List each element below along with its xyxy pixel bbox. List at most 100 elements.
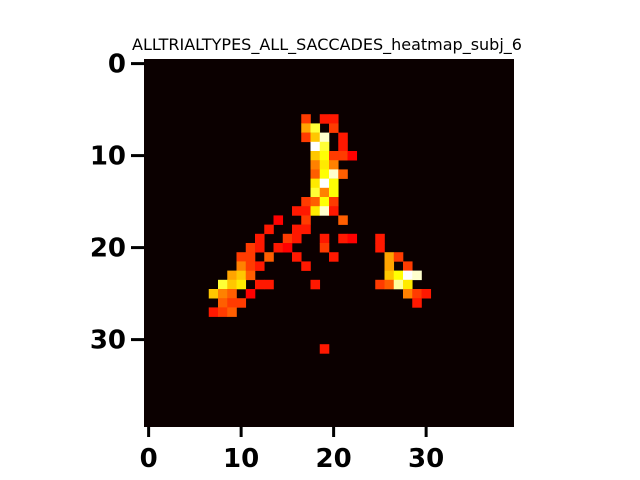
heatmap-cell (236, 279, 247, 290)
heatmap-cell (412, 289, 422, 299)
heatmap-cell (329, 114, 339, 124)
heatmap-cell (338, 141, 348, 152)
x-tick-label: 30 (408, 444, 444, 474)
heatmap-cell (218, 307, 228, 317)
heatmap-cell (384, 261, 395, 271)
heatmap-cell (375, 243, 385, 253)
heatmap-cell (255, 261, 265, 271)
heatmap-cell (208, 307, 219, 317)
heatmap-cell (301, 132, 311, 143)
heatmap-cell (218, 279, 228, 290)
heatmap-cell (218, 289, 228, 299)
heatmap-cell (338, 215, 348, 225)
heatmap-cell (393, 279, 404, 290)
heatmap-cell (329, 160, 339, 170)
x-tick-label: 0 (140, 444, 158, 474)
heatmap-cell (403, 261, 413, 271)
heatmap-cell (403, 289, 413, 299)
heatmap-cell (329, 197, 339, 207)
heatmap-cell (329, 252, 339, 262)
heatmap-cell (292, 224, 302, 235)
heatmap-cell (310, 206, 321, 216)
heatmap-cell (273, 215, 284, 225)
heatmap-cell (384, 252, 395, 262)
x-axis: 0 10 20 30 (140, 427, 444, 474)
heatmap-cell (310, 151, 321, 161)
heatmap-cell (208, 289, 219, 299)
heatmap-cell (218, 298, 228, 308)
heatmap-cell (310, 141, 321, 152)
heatmap-cell (282, 233, 293, 244)
heatmap-cell (236, 252, 247, 262)
heatmap-cell (301, 206, 311, 216)
heatmap-cell (329, 151, 339, 161)
heatmap-cell (227, 270, 237, 281)
heatmap-cell (319, 114, 330, 124)
heatmap-cell (227, 298, 237, 308)
heatmap-cell (329, 123, 339, 133)
heatmap-cell (319, 141, 330, 152)
heatmap-cell (412, 298, 422, 308)
heatmap-cell (421, 289, 432, 299)
heatmap-cell (319, 151, 330, 161)
heatmap-cell (245, 243, 256, 253)
heatmap-cell (329, 169, 339, 179)
heatmap-cell (292, 233, 302, 244)
heatmap-cell (338, 151, 348, 161)
heatmap-cell (310, 279, 321, 290)
heatmap-cell (245, 252, 256, 262)
heatmap-cell (319, 187, 330, 198)
heatmap-cell (384, 270, 395, 281)
heatmap-cell (319, 243, 330, 253)
heatmap-cell (236, 298, 247, 308)
heatmap-cell (236, 261, 247, 271)
chart-title: ALLTRIALTYPES_ALL_SACCADES_heatmap_subj_… (132, 35, 522, 55)
heatmap-cell (319, 160, 330, 170)
heatmap-cell (227, 289, 237, 299)
heatmap-cell (319, 233, 330, 244)
heatmap-cell (319, 206, 330, 216)
heatmap-cell (301, 215, 311, 225)
heatmap-cell (310, 160, 321, 170)
heatmap-cell (384, 279, 395, 290)
heatmap-cell (301, 197, 311, 207)
heatmap-cell (310, 132, 321, 143)
heatmap-cell (310, 178, 321, 189)
heatmap-cell (375, 279, 385, 290)
y-tick-label: 20 (90, 234, 126, 264)
heatmap-cell (319, 197, 330, 207)
heatmap-cell (319, 132, 330, 143)
y-tick-label: 30 (90, 326, 126, 356)
heatmap-cell (310, 197, 321, 207)
heatmap-cell (403, 279, 413, 290)
x-tick-label: 10 (223, 444, 259, 474)
heatmap-cell (347, 233, 358, 244)
heatmap-cell (347, 151, 358, 161)
y-axis: 0 10 20 30 (90, 50, 144, 356)
heatmap-cell (310, 123, 321, 133)
heatmap-cell (338, 132, 348, 143)
heatmap-cell (227, 307, 237, 317)
heatmap-cell (310, 187, 321, 198)
heatmap-cell (375, 233, 385, 244)
heatmap-cell (310, 169, 321, 179)
heatmap-cell (393, 270, 404, 281)
y-tick-label: 0 (108, 50, 126, 80)
heatmap-cell (329, 206, 339, 216)
heatmap-cell (412, 270, 422, 281)
heatmap-cell (338, 169, 348, 179)
heatmap-cells (208, 114, 432, 354)
heatmap-cell (292, 252, 302, 262)
heatmap-cell (329, 187, 339, 198)
heatmap-cell (273, 243, 284, 253)
heatmap-cell (264, 224, 274, 235)
heatmap-cell (255, 233, 265, 244)
heatmap-cell (301, 123, 311, 133)
heatmap-cell (338, 233, 348, 244)
heatmap-cell (319, 169, 330, 179)
heatmap-cell (245, 289, 256, 299)
heatmap-cell (264, 252, 274, 262)
heatmap-cell (301, 114, 311, 124)
heatmap-cell (236, 270, 247, 281)
